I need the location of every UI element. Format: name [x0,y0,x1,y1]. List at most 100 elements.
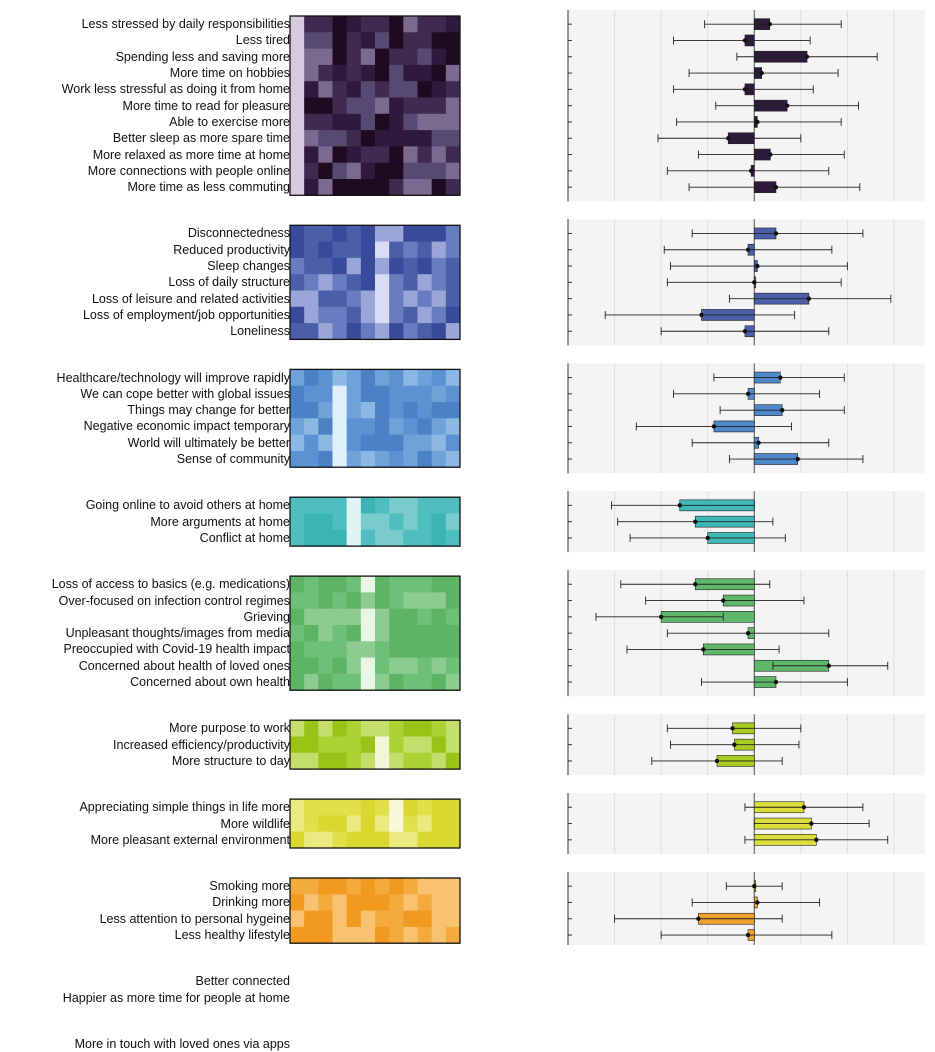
heatmap-cell [346,752,362,770]
heatmap-cell [417,831,433,849]
mean-point [693,582,698,587]
heatmap-cell [417,323,433,340]
heatmap-cell [290,608,305,626]
heatmap-cell [403,434,418,452]
heatmap-cell [403,290,418,308]
heatmap-cell [290,736,305,754]
heatmap-cell [290,910,305,928]
heatmap-cell [375,799,390,816]
row-label: More relaxed as more time at home [92,147,290,162]
heatmap-cell [360,720,376,737]
heatmap-cell [360,673,376,691]
heatmap-cell [346,878,362,895]
heatmap-cell [360,290,376,308]
heatmap-cell [403,625,418,642]
heatmap-cell [389,752,404,770]
mean-point [755,900,760,905]
heatmap-cell [389,673,404,691]
row-label: Reduced productivity [173,242,290,257]
heatmap-cell [431,162,447,180]
mean-point [755,119,760,125]
mean-point [773,184,779,190]
heatmap-cell [375,162,390,180]
heatmap-cell [304,434,319,452]
heatmap-cell [360,97,376,115]
heatmap-cell [290,752,305,770]
heatmap-cell [332,64,348,82]
heatmap-cell [389,576,404,593]
heatmap-cell [318,878,333,895]
heatmap-cell [332,162,348,180]
heatmap-cell [360,752,376,770]
heatmap-cell [403,608,418,626]
heatmap-cell [375,306,390,324]
heatmap-cell [360,910,376,928]
heatmap-cell [417,736,433,754]
heatmap-cell [332,657,348,675]
heatmap-cell [403,831,418,849]
heatmap-cell [318,625,333,642]
heatmap-cell [346,64,362,82]
heatmap-cell [417,385,433,403]
heatmap-cell [403,576,418,593]
heatmap-cell [417,497,433,514]
heatmap-cell [375,513,390,531]
heatmap-cell [346,274,362,291]
row-label: More time to read for pleasure [122,98,290,113]
mean-point [768,152,773,157]
heatmap-cell [290,179,305,196]
heatmap-cell [417,815,433,833]
row-label: More time on hobbies [169,66,290,81]
heatmap-cell [346,434,362,452]
row-label: Things may change for better [127,403,290,418]
heatmap-cell [417,274,433,291]
heatmap-cell [389,926,404,944]
heatmap-cell [375,720,390,737]
heatmap-cell [403,48,418,66]
heatmap-cell [389,657,404,675]
heatmap-cell [375,130,390,147]
heatmap-cell [375,608,390,626]
heatmap-cell [403,752,418,770]
heatmap-cell [375,831,390,849]
heatmap-cell [332,274,348,291]
heatmap-cell [318,894,333,912]
heatmap-cell [346,799,362,816]
heatmap-cell [318,513,333,531]
heatmap-group-border [289,798,461,849]
heatmap-cell [332,497,348,514]
heatmap-cell [431,16,447,33]
mean-point [826,663,831,668]
mean-point [814,837,819,843]
heatmap-cell [304,130,319,147]
heatmap-cell [389,323,404,340]
heatmap-cell [290,497,305,514]
heatmap-cell [403,97,418,115]
heatmap-cell [290,625,305,642]
heatmap-cell [346,513,362,531]
heatmap-cell [445,290,461,308]
heatmap-cell [375,385,390,403]
heatmap-cell [431,306,447,324]
heatmap-cell [318,179,333,196]
heatmap-cell [290,64,305,82]
heatmap-cell [318,225,333,243]
heatmap-cell [403,81,418,98]
heatmap-cell [431,815,447,833]
heatmap-cell [431,625,447,642]
heatmap-cell [417,513,433,531]
mean-point [711,424,717,429]
heatmap-cell [332,910,348,928]
heatmap-cell [290,799,305,816]
row-label: Negative economic impact temporary [83,419,290,434]
heatmap-cell [290,641,305,659]
heatmap-cell [431,369,447,387]
heatmap-cell [304,418,319,436]
heatmap-cell [346,625,362,642]
heatmap-cell [403,910,418,928]
heatmap-group-border [289,575,461,691]
heatmap-cell [445,894,461,912]
heatmap-cell [304,97,319,115]
heatmap-cell [332,418,348,436]
heatmap-cell [360,48,376,66]
